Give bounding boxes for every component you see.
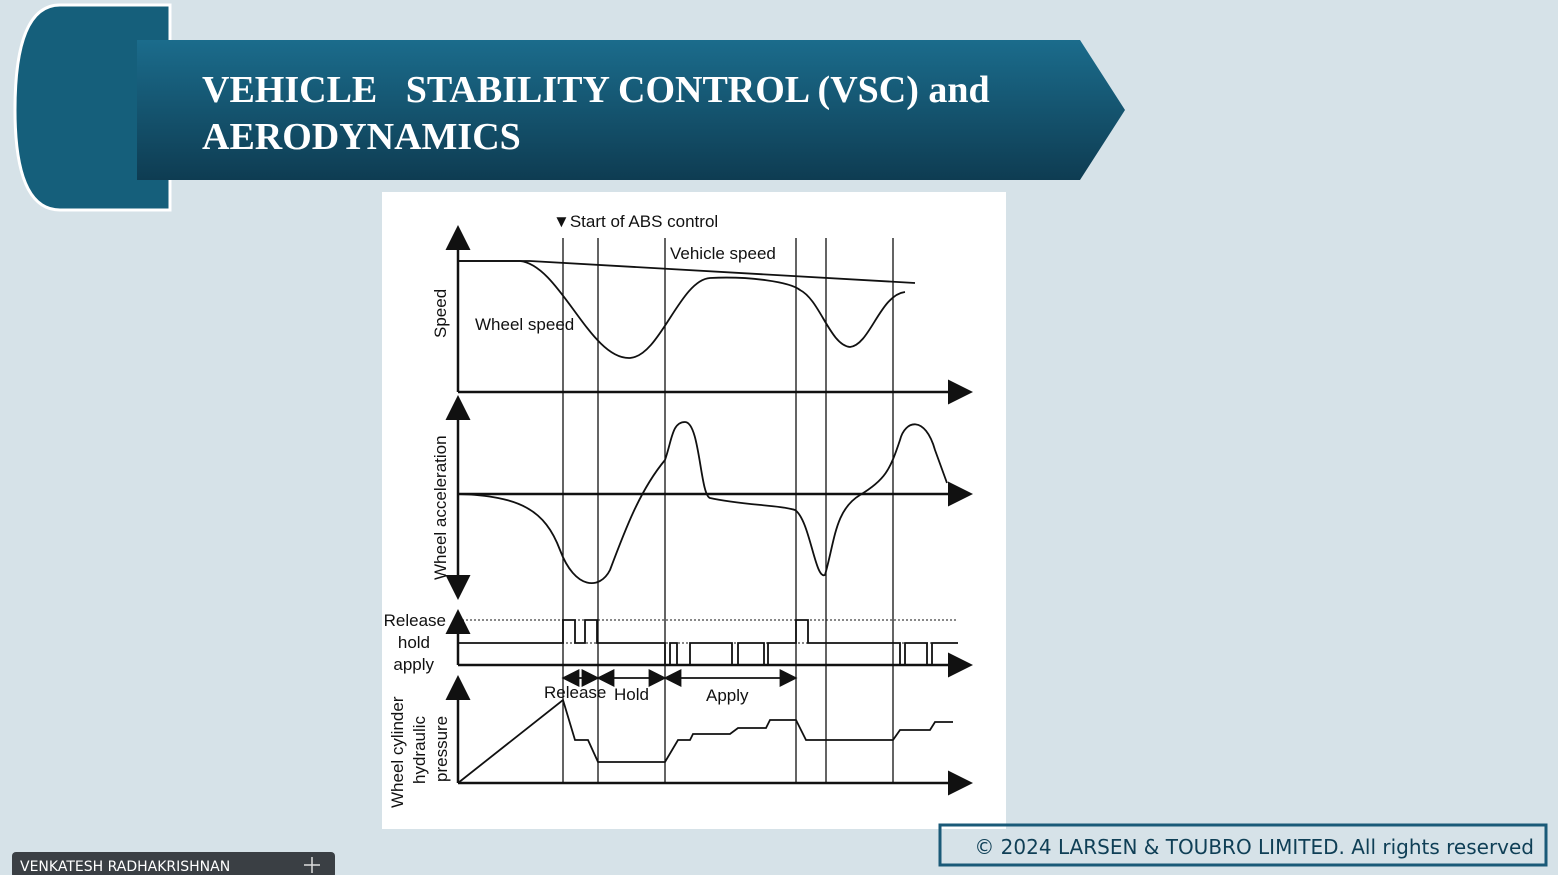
header-banner	[137, 40, 1125, 180]
participant-badge	[12, 852, 335, 875]
axis-label: pressure	[432, 716, 451, 782]
axes	[445, 225, 973, 796]
participant-name: VENKATESH RADHAKRISHNAN	[20, 859, 230, 875]
header-tab	[13, 3, 172, 212]
copyright: © 2024 LARSEN & TOUBRO LIMITED. All righ…	[974, 835, 1534, 859]
abs-diagram: ▼Start of ABS control Vehicle speed Whee…	[382, 192, 1006, 829]
state-label: hold	[398, 633, 430, 652]
wheel-speed-curve	[458, 260, 906, 359]
label: Vehicle speed	[670, 244, 776, 263]
label: ▼Start of ABS control	[553, 212, 718, 231]
pressure-curve	[457, 698, 953, 784]
phase-label: Apply	[706, 686, 749, 705]
state-label: Release	[384, 611, 446, 630]
phase-label: Hold	[614, 685, 649, 704]
expand-icon[interactable]	[304, 857, 320, 873]
acceleration-curve	[457, 421, 948, 585]
diagram-background	[382, 192, 1006, 829]
valve-signal	[458, 619, 958, 666]
slide-title: AERODYNAMICS	[202, 116, 521, 158]
axis-label: Speed	[431, 289, 450, 338]
axis-label: hydraulic	[410, 715, 429, 784]
axis-label: Wheel cylinder	[388, 696, 407, 808]
slide-title: VEHICLE STABILITY CONTROL (VSC) and	[202, 69, 990, 111]
phase-label: Release	[544, 683, 606, 702]
state-label: apply	[393, 655, 434, 674]
footer-box	[938, 823, 1548, 867]
label: Wheel speed	[475, 315, 574, 334]
axis-label: Wheel acceleration	[431, 435, 450, 580]
